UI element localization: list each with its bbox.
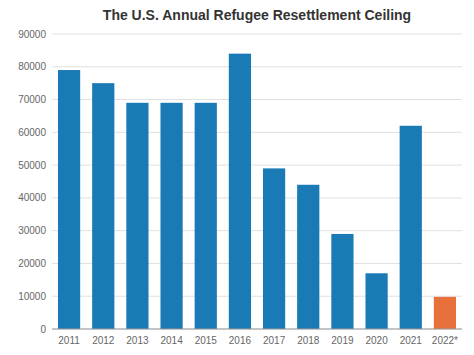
grid-line (52, 34, 462, 35)
bar (58, 70, 80, 329)
chart-title: The U.S. Annual Refugee Resettlement Cei… (103, 7, 411, 23)
x-axis-line (52, 329, 462, 330)
y-tick-label: 10000 (18, 291, 46, 302)
bar (195, 103, 217, 329)
y-tick-label: 0 (40, 324, 46, 335)
grid-line (52, 329, 462, 330)
x-tick-label: 2011 (58, 335, 80, 346)
x-tick-label: 2022* (432, 335, 458, 346)
x-tick-label: 2017 (263, 335, 286, 346)
y-tick-label: 50000 (18, 160, 46, 171)
bar (365, 273, 387, 329)
bar (263, 168, 285, 329)
x-tick-label: 2014 (160, 335, 183, 346)
x-tick-label: 2013 (126, 335, 149, 346)
y-tick-label: 30000 (18, 225, 46, 236)
x-tick-label: 2020 (365, 335, 388, 346)
y-tick-label: 60000 (18, 127, 46, 138)
bar (126, 103, 148, 329)
bar (400, 126, 422, 329)
y-tick-label: 80000 (18, 61, 46, 72)
x-tick-label: 2015 (195, 335, 218, 346)
x-tick-label: 2021 (400, 335, 423, 346)
chart-container: The U.S. Annual Refugee Resettlement Cei… (0, 0, 474, 355)
bars (58, 54, 456, 329)
y-axis: 0 10000 20000 30000 40000 50000 60000 70000 8000… (18, 29, 46, 335)
chart-svg: The U.S. Annual Refugee Resettlement Cei… (0, 0, 474, 355)
bar (331, 234, 353, 329)
bar (297, 185, 319, 329)
y-tick-label: 90000 (18, 29, 46, 40)
y-tick-label: 40000 (18, 192, 46, 203)
grid-line (52, 66, 462, 67)
y-tick-label: 70000 (18, 94, 46, 105)
grid (52, 34, 462, 329)
x-tick-label: 2016 (229, 335, 252, 346)
bar (229, 54, 251, 329)
x-axis: 2011 2012 2013 2014 2015 2016 2017 2018 2019 2020… (58, 335, 458, 346)
bar (92, 83, 114, 329)
y-tick-label: 20000 (18, 258, 46, 269)
x-tick-label: 2018 (297, 335, 320, 346)
bar (160, 103, 182, 329)
bar (434, 297, 456, 329)
x-tick-label: 2012 (92, 335, 115, 346)
x-tick-label: 2019 (331, 335, 354, 346)
